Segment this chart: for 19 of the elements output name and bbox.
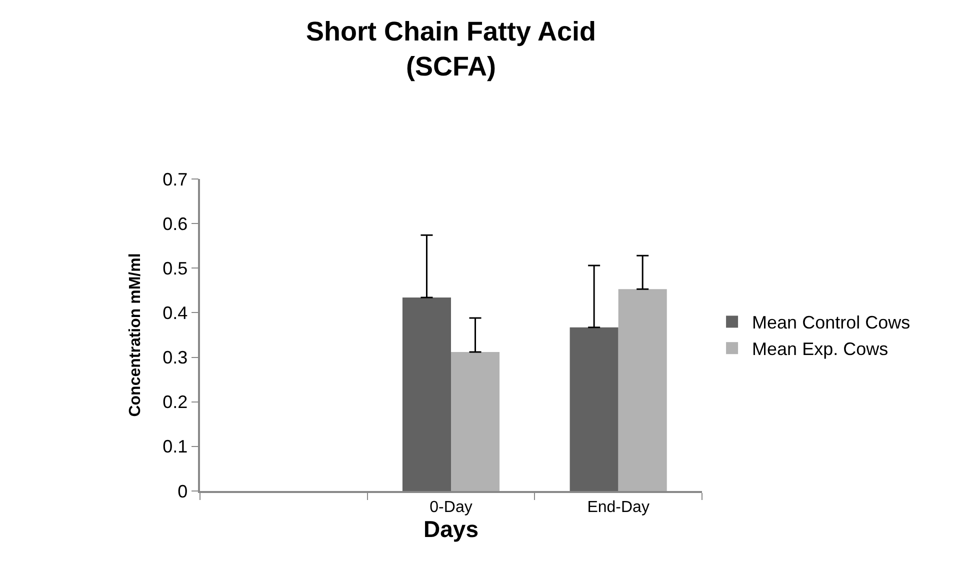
y-tick-label: 0.1 xyxy=(162,436,188,457)
y-tick-label: 0.3 xyxy=(162,348,188,368)
y-tick-label: 0.2 xyxy=(162,392,188,412)
y-tick-label: 0 xyxy=(178,481,188,502)
x-tick-label: 0-Day xyxy=(430,498,472,516)
y-axis-title: Concentration mM/ml xyxy=(127,253,144,417)
legend-label: Mean Control Cows xyxy=(752,312,910,333)
legend-label: Mean Exp. Cows xyxy=(752,339,888,360)
x-tick-label: End-Day xyxy=(587,498,650,516)
x-axis-title: Days xyxy=(424,516,478,542)
bar xyxy=(570,327,618,491)
chart-title: Short Chain Fatty Acid (SCFA) xyxy=(306,16,596,82)
y-tick-label: 0.5 xyxy=(162,258,188,278)
y-tick-label: 0.6 xyxy=(162,214,188,234)
bar xyxy=(451,352,500,491)
bar xyxy=(618,289,667,491)
y-tick-label: 0.4 xyxy=(162,303,188,324)
y-tick-label: 0.7 xyxy=(162,169,188,190)
bar xyxy=(402,298,451,491)
